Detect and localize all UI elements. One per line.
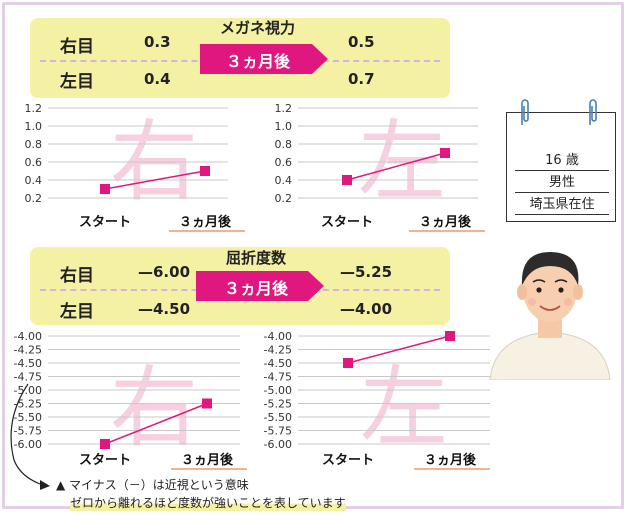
y-tick-label: -4.00 — [14, 330, 42, 343]
vision-right-start: 0.3 — [144, 33, 171, 51]
chart-watermark: 左 — [360, 356, 448, 459]
chart-watermark: 右 — [110, 356, 198, 459]
vision-left-after: 0.7 — [348, 70, 375, 88]
y-tick-label: -5.75 — [14, 425, 42, 438]
y-tick-label: 1.2 — [25, 102, 43, 115]
y-tick-label: -5.25 — [264, 398, 292, 411]
x-category-label: スタート — [79, 215, 131, 230]
y-tick-label: 0.2 — [275, 192, 293, 205]
profile-residence: 埼玉県在住 — [515, 193, 609, 215]
vision-title: メガネ視力 — [220, 19, 296, 37]
refraction-panel: 屈折度数 右目 —6.00 —5.25 左目 —4.50 —4.00 ３ヵ月後 — [30, 247, 450, 325]
vision-left-label: 左目 — [60, 72, 94, 92]
y-tick-label: 0.6 — [275, 156, 293, 169]
data-point — [100, 439, 110, 449]
y-tick-label: 0.8 — [275, 138, 293, 151]
x-category-label: ３ヵ月後 — [181, 452, 234, 468]
y-tick-label: -4.00 — [264, 330, 292, 343]
refraction-left-chart: 左 -4.00-4.25-4.50-4.75-5.00-5.25-5.50-5.7… — [264, 330, 490, 470]
x-category-label: スタート — [322, 453, 374, 468]
profile-age: 16 歳 — [515, 149, 609, 171]
person-illustration — [489, 252, 611, 380]
x-category-label: スタート — [321, 215, 373, 230]
refraction-right-start: —6.00 — [138, 263, 191, 281]
x-category-label: ３ヵ月後 — [179, 214, 232, 230]
note-line-1: ▲ マイナス（－）は近視という意味 — [56, 478, 249, 492]
paperclip-icon — [521, 99, 529, 125]
y-tick-label: -4.75 — [14, 371, 42, 384]
y-tick-label: 0.8 — [25, 138, 43, 151]
y-tick-label: -4.25 — [264, 344, 292, 357]
y-tick-label: -6.00 — [14, 438, 42, 451]
series-line — [346, 152, 446, 181]
y-tick-label: -5.00 — [264, 384, 292, 397]
x-category-label: ３ヵ月後 — [419, 214, 472, 230]
y-tick-label: -4.50 — [14, 357, 42, 370]
refraction-right-label: 右目 — [60, 266, 94, 286]
vision-right-label: 右目 — [60, 37, 94, 57]
refraction-banner-arrow — [196, 271, 324, 301]
y-tick-label: -5.50 — [14, 411, 42, 424]
vision-left-start: 0.4 — [144, 70, 171, 88]
x-category-label: スタート — [79, 453, 131, 468]
paperclip-icon — [589, 99, 597, 125]
data-point — [342, 175, 352, 185]
y-tick-label: -4.25 — [14, 344, 42, 357]
series-line — [104, 170, 206, 190]
data-point — [100, 184, 110, 194]
refraction-banner-label: ３ヵ月後 — [224, 279, 289, 298]
refraction-title: 屈折度数 — [226, 249, 287, 267]
series-line — [347, 335, 451, 364]
data-point — [202, 398, 212, 409]
note-curve-arrow — [10, 383, 50, 490]
refraction-left-label: 左目 — [60, 302, 94, 322]
y-tick-label: 1.0 — [25, 120, 43, 133]
y-tick-label: 0.6 — [25, 156, 43, 169]
y-tick-label: 0.4 — [25, 174, 43, 187]
vision-banner-label: ３ヵ月後 — [226, 52, 291, 71]
y-tick-label: -6.00 — [264, 438, 292, 451]
x-category-label: ３ヵ月後 — [424, 452, 477, 468]
profile-card: 16 歳 男性 埼玉県在住 — [506, 99, 616, 222]
y-tick-label: 1.2 — [275, 102, 293, 115]
y-tick-label: -4.75 — [264, 371, 292, 384]
y-tick-label: -5.25 — [14, 398, 42, 411]
y-tick-label: -5.50 — [264, 411, 292, 424]
y-tick-label: -5.75 — [264, 425, 292, 438]
data-point — [343, 358, 353, 368]
refraction-left-start: —4.50 — [138, 300, 191, 318]
y-tick-label: -4.50 — [264, 357, 292, 370]
data-point — [440, 148, 450, 158]
data-point — [445, 331, 455, 341]
series-line — [104, 402, 208, 445]
refraction-right-after: —5.25 — [340, 263, 393, 281]
vision-banner-arrow — [200, 44, 328, 74]
y-tick-label: 1.0 — [275, 120, 293, 133]
y-tick-label: 0.4 — [275, 174, 293, 187]
vision-panel: メガネ視力 右目 0.3 0.5 左目 0.4 0.7 ３ヵ月後 — [30, 18, 450, 98]
note-line-2: ゼロから離れるほど度数が強いことを表しています — [70, 494, 346, 511]
y-tick-label: -5.00 — [14, 384, 42, 397]
refraction-left-after: —4.00 — [340, 300, 393, 318]
data-point — [200, 166, 210, 176]
refraction-right-chart: 右 -4.00-4.25-4.50-4.75-5.00-5.25-5.50-5.7… — [14, 330, 247, 470]
vision-right-after: 0.5 — [348, 33, 375, 51]
profile-gender: 男性 — [515, 171, 609, 193]
y-tick-label: 0.2 — [25, 192, 43, 205]
